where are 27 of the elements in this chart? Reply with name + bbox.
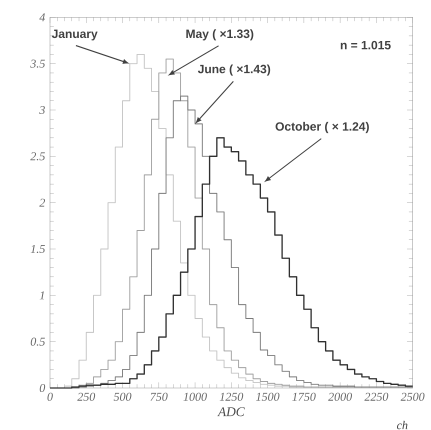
text: ch xyxy=(397,420,408,430)
annotation: May ( ×1.33) xyxy=(186,29,254,40)
annotation: June ( ×1.43) xyxy=(198,64,270,76)
x-tick-label: 250 xyxy=(77,392,96,401)
x-tick-label: 2250 xyxy=(364,392,388,401)
annotation: January xyxy=(52,30,98,40)
x-tick-label: 1250 xyxy=(220,392,244,401)
y-tick-label: 1.5 xyxy=(30,244,45,254)
x-tick-label: 1500 xyxy=(256,392,280,401)
x-axis-title: ADC xyxy=(217,407,245,416)
annotation: October ( × 1.24) xyxy=(276,122,369,134)
annotation: n = 1.015 xyxy=(340,40,391,50)
x-tick-label: 750 xyxy=(150,392,168,401)
y-tick-label: 3 xyxy=(39,106,45,114)
x-tick-label: 500 xyxy=(114,392,132,401)
y-tick-label: 1 xyxy=(40,291,44,300)
y-tick-label: 2.5 xyxy=(30,152,45,160)
x-tick-label: 0 xyxy=(47,392,53,401)
y-tick-label: 3.5 xyxy=(30,60,45,68)
y-tick-label: 0 xyxy=(40,384,46,392)
x-tick-label: 2000 xyxy=(328,392,352,401)
y-tick-label: 0.5 xyxy=(30,338,45,346)
x-tick-label: 1750 xyxy=(292,392,316,401)
y-tick-label: 2 xyxy=(39,198,46,207)
x-tick-label: 1000 xyxy=(183,392,207,401)
y-tick-label: 4 xyxy=(39,13,46,22)
x-tick-label: 2500 xyxy=(400,392,425,401)
